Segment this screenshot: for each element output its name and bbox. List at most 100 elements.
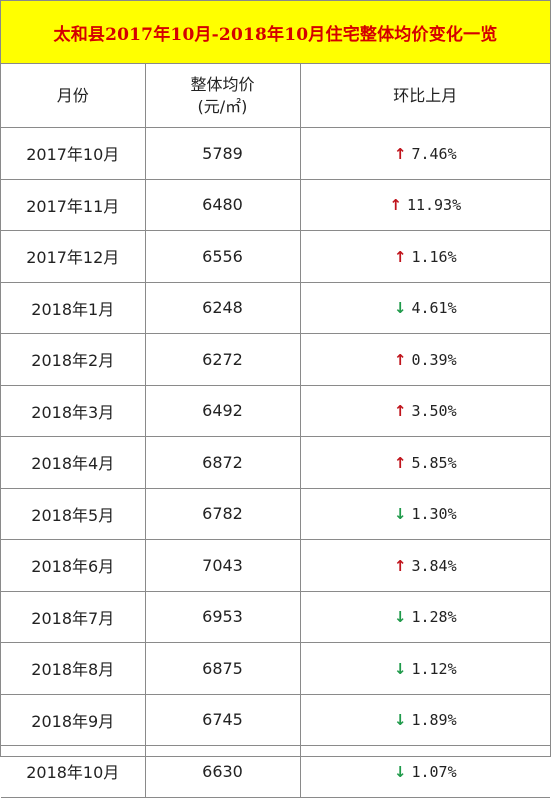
table-row: 2017年12月 6556 ↑ 1.16% — [1, 230, 550, 283]
change-cell: ↑ 5.85% — [299, 436, 550, 489]
header-month: 月份 — [1, 64, 146, 128]
table-row: 2018年8月 6875 ↓ 1.12% — [1, 642, 550, 695]
change-value-group: ↑ 1.16% — [394, 248, 457, 266]
month-cell: 2017年11月 — [1, 178, 146, 231]
header-price-unit: (元/㎡) — [197, 96, 248, 116]
price-cell: 6480 — [144, 178, 301, 231]
change-cell: ↑ 0.39% — [299, 333, 550, 386]
change-percent: 1.07% — [411, 762, 457, 781]
change-percent: 1.30% — [411, 505, 457, 524]
arrow-up-icon: ↑ — [393, 453, 407, 472]
month-cell: 2018年8月 — [1, 642, 146, 695]
change-cell: ↑ 7.46% — [299, 127, 550, 180]
change-value-group: ↑ 0.39% — [394, 351, 457, 369]
price-cell: 7043 — [144, 539, 301, 592]
change-cell: ↓ 4.61% — [299, 281, 550, 334]
month-cell: 2018年7月 — [1, 590, 146, 643]
table-row: 2018年2月 6272 ↑ 0.39% — [1, 333, 550, 386]
month-cell: 2018年4月 — [1, 436, 146, 489]
price-cell: 6872 — [144, 436, 301, 489]
arrow-down-icon: ↓ — [393, 762, 407, 781]
change-value-group: ↓ 1.28% — [394, 608, 457, 626]
price-cell: 6782 — [144, 487, 301, 540]
change-percent: 4.61% — [411, 299, 457, 318]
month-cell: 2018年1月 — [1, 281, 146, 334]
month-cell: 2018年5月 — [1, 487, 146, 540]
change-cell: ↓ 1.30% — [299, 487, 550, 540]
price-cell: 6492 — [144, 384, 301, 437]
change-percent: 0.39% — [411, 350, 457, 369]
table-row: 2018年9月 6745 ↓ 1.89% — [1, 693, 550, 746]
arrow-down-icon: ↓ — [393, 299, 407, 318]
change-cell: ↑ 3.50% — [299, 384, 550, 437]
header-price-label: 整体均价 — [190, 74, 255, 94]
change-value-group: ↓ 4.61% — [394, 299, 457, 317]
header-row: 月份 整体均价 (元/㎡) 环比上月 — [1, 64, 550, 128]
change-percent: 11.93% — [406, 196, 462, 215]
arrow-down-icon: ↓ — [393, 505, 407, 524]
table-row: 2018年10月 6630 ↓ 1.07% — [1, 745, 550, 798]
change-cell: ↑ 1.16% — [299, 230, 550, 283]
month-cell: 2018年2月 — [1, 333, 146, 386]
change-value-group: ↓ 1.89% — [394, 711, 457, 729]
month-cell: 2018年10月 — [1, 745, 146, 798]
month-cell: 2018年9月 — [1, 693, 146, 746]
change-percent: 1.28% — [411, 608, 457, 627]
price-cell: 6556 — [144, 230, 301, 283]
arrow-down-icon: ↓ — [393, 711, 407, 730]
change-percent: 3.50% — [411, 402, 457, 421]
month-cell: 2017年10月 — [1, 127, 146, 180]
table-row: 2018年6月 7043 ↑ 3.84% — [1, 539, 550, 592]
change-cell: ↓ 1.07% — [299, 745, 550, 798]
price-cell: 6248 — [144, 281, 301, 334]
change-cell: ↑ 11.93% — [299, 178, 550, 231]
table-row: 2017年10月 5789 ↑ 7.46% — [1, 127, 550, 180]
price-cell: 6272 — [144, 333, 301, 386]
price-cell: 6953 — [144, 590, 301, 643]
change-percent: 1.89% — [411, 711, 457, 730]
change-percent: 1.12% — [411, 659, 457, 678]
table-body: 2017年10月 5789 ↑ 7.46% 2017年11月 6480 ↑ 11.93% 201… — [1, 127, 550, 798]
month-cell: 2018年3月 — [1, 384, 146, 437]
header-change: 环比上月 — [299, 64, 550, 128]
price-table: 月份 整体均价 (元/㎡) 环比上月 2017年10月 5789 ↑ 7.46% 201… — [1, 64, 550, 798]
change-percent: 7.46% — [411, 144, 457, 163]
change-cell: ↓ 1.28% — [299, 590, 550, 643]
change-value-group: ↓ 1.12% — [394, 660, 457, 678]
arrow-up-icon: ↑ — [393, 556, 407, 575]
change-value-group: ↑ 3.50% — [394, 402, 457, 420]
change-value-group: ↑ 5.85% — [394, 454, 457, 472]
arrow-up-icon: ↑ — [393, 247, 407, 266]
arrow-down-icon: ↓ — [393, 659, 407, 678]
arrow-down-icon: ↓ — [393, 608, 407, 627]
table-row: 2018年4月 6872 ↑ 5.85% — [1, 436, 550, 489]
change-value-group: ↑ 11.93% — [389, 196, 461, 214]
price-cell: 5789 — [144, 127, 301, 180]
header-price: 整体均价 (元/㎡) — [144, 64, 301, 128]
table-row: 2017年11月 6480 ↑ 11.93% — [1, 178, 550, 231]
change-cell: ↑ 3.84% — [299, 539, 550, 592]
month-cell: 2018年6月 — [1, 539, 146, 592]
change-percent: 1.16% — [411, 247, 457, 266]
table-row: 2018年3月 6492 ↑ 3.50% — [1, 384, 550, 437]
price-cell: 6745 — [144, 693, 301, 746]
change-percent: 5.85% — [411, 453, 457, 472]
change-cell: ↓ 1.89% — [299, 693, 550, 746]
month-cell: 2017年12月 — [1, 230, 146, 283]
price-cell: 6875 — [144, 642, 301, 695]
arrow-up-icon: ↑ — [393, 144, 407, 163]
arrow-up-icon: ↑ — [389, 196, 402, 215]
change-value-group: ↓ 1.07% — [394, 763, 457, 781]
price-cell: 6630 — [144, 745, 301, 798]
table-row: 2018年1月 6248 ↓ 4.61% — [1, 281, 550, 334]
arrow-up-icon: ↑ — [393, 402, 407, 421]
change-value-group: ↓ 1.30% — [394, 505, 457, 523]
change-value-group: ↑ 7.46% — [394, 145, 457, 163]
table-row: 2018年7月 6953 ↓ 1.28% — [1, 590, 550, 643]
arrow-up-icon: ↑ — [393, 350, 407, 369]
change-value-group: ↑ 3.84% — [394, 557, 457, 575]
change-percent: 3.84% — [411, 556, 457, 575]
table-row: 2018年5月 6782 ↓ 1.30% — [1, 487, 550, 540]
change-cell: ↓ 1.12% — [299, 642, 550, 695]
